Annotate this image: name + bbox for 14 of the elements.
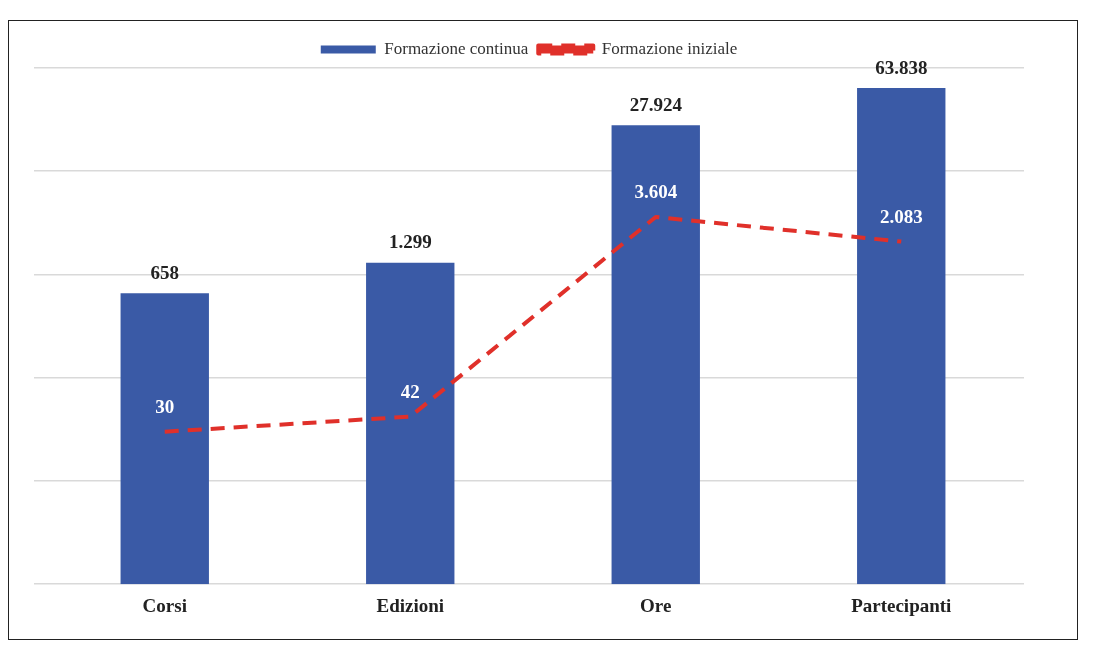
legend-label: Formazione iniziale xyxy=(601,38,738,58)
data-label: 1.299 xyxy=(388,231,432,253)
data-label: 2.083 xyxy=(879,205,923,227)
x-tick-label: Edizioni xyxy=(376,594,445,616)
data-label: 63.838 xyxy=(875,56,928,78)
data-label: 27.924 xyxy=(629,93,683,115)
x-tick-label: Ore xyxy=(640,594,672,616)
x-tick-label: Corsi xyxy=(142,594,187,616)
x-tick-label: Partecipanti xyxy=(851,594,952,616)
legend-label: Formazione continua xyxy=(384,38,529,58)
data-label: 658 xyxy=(150,261,179,283)
data-label: 30 xyxy=(155,396,175,418)
data-label: 3.604 xyxy=(634,181,678,203)
data-label: 42 xyxy=(400,381,420,403)
